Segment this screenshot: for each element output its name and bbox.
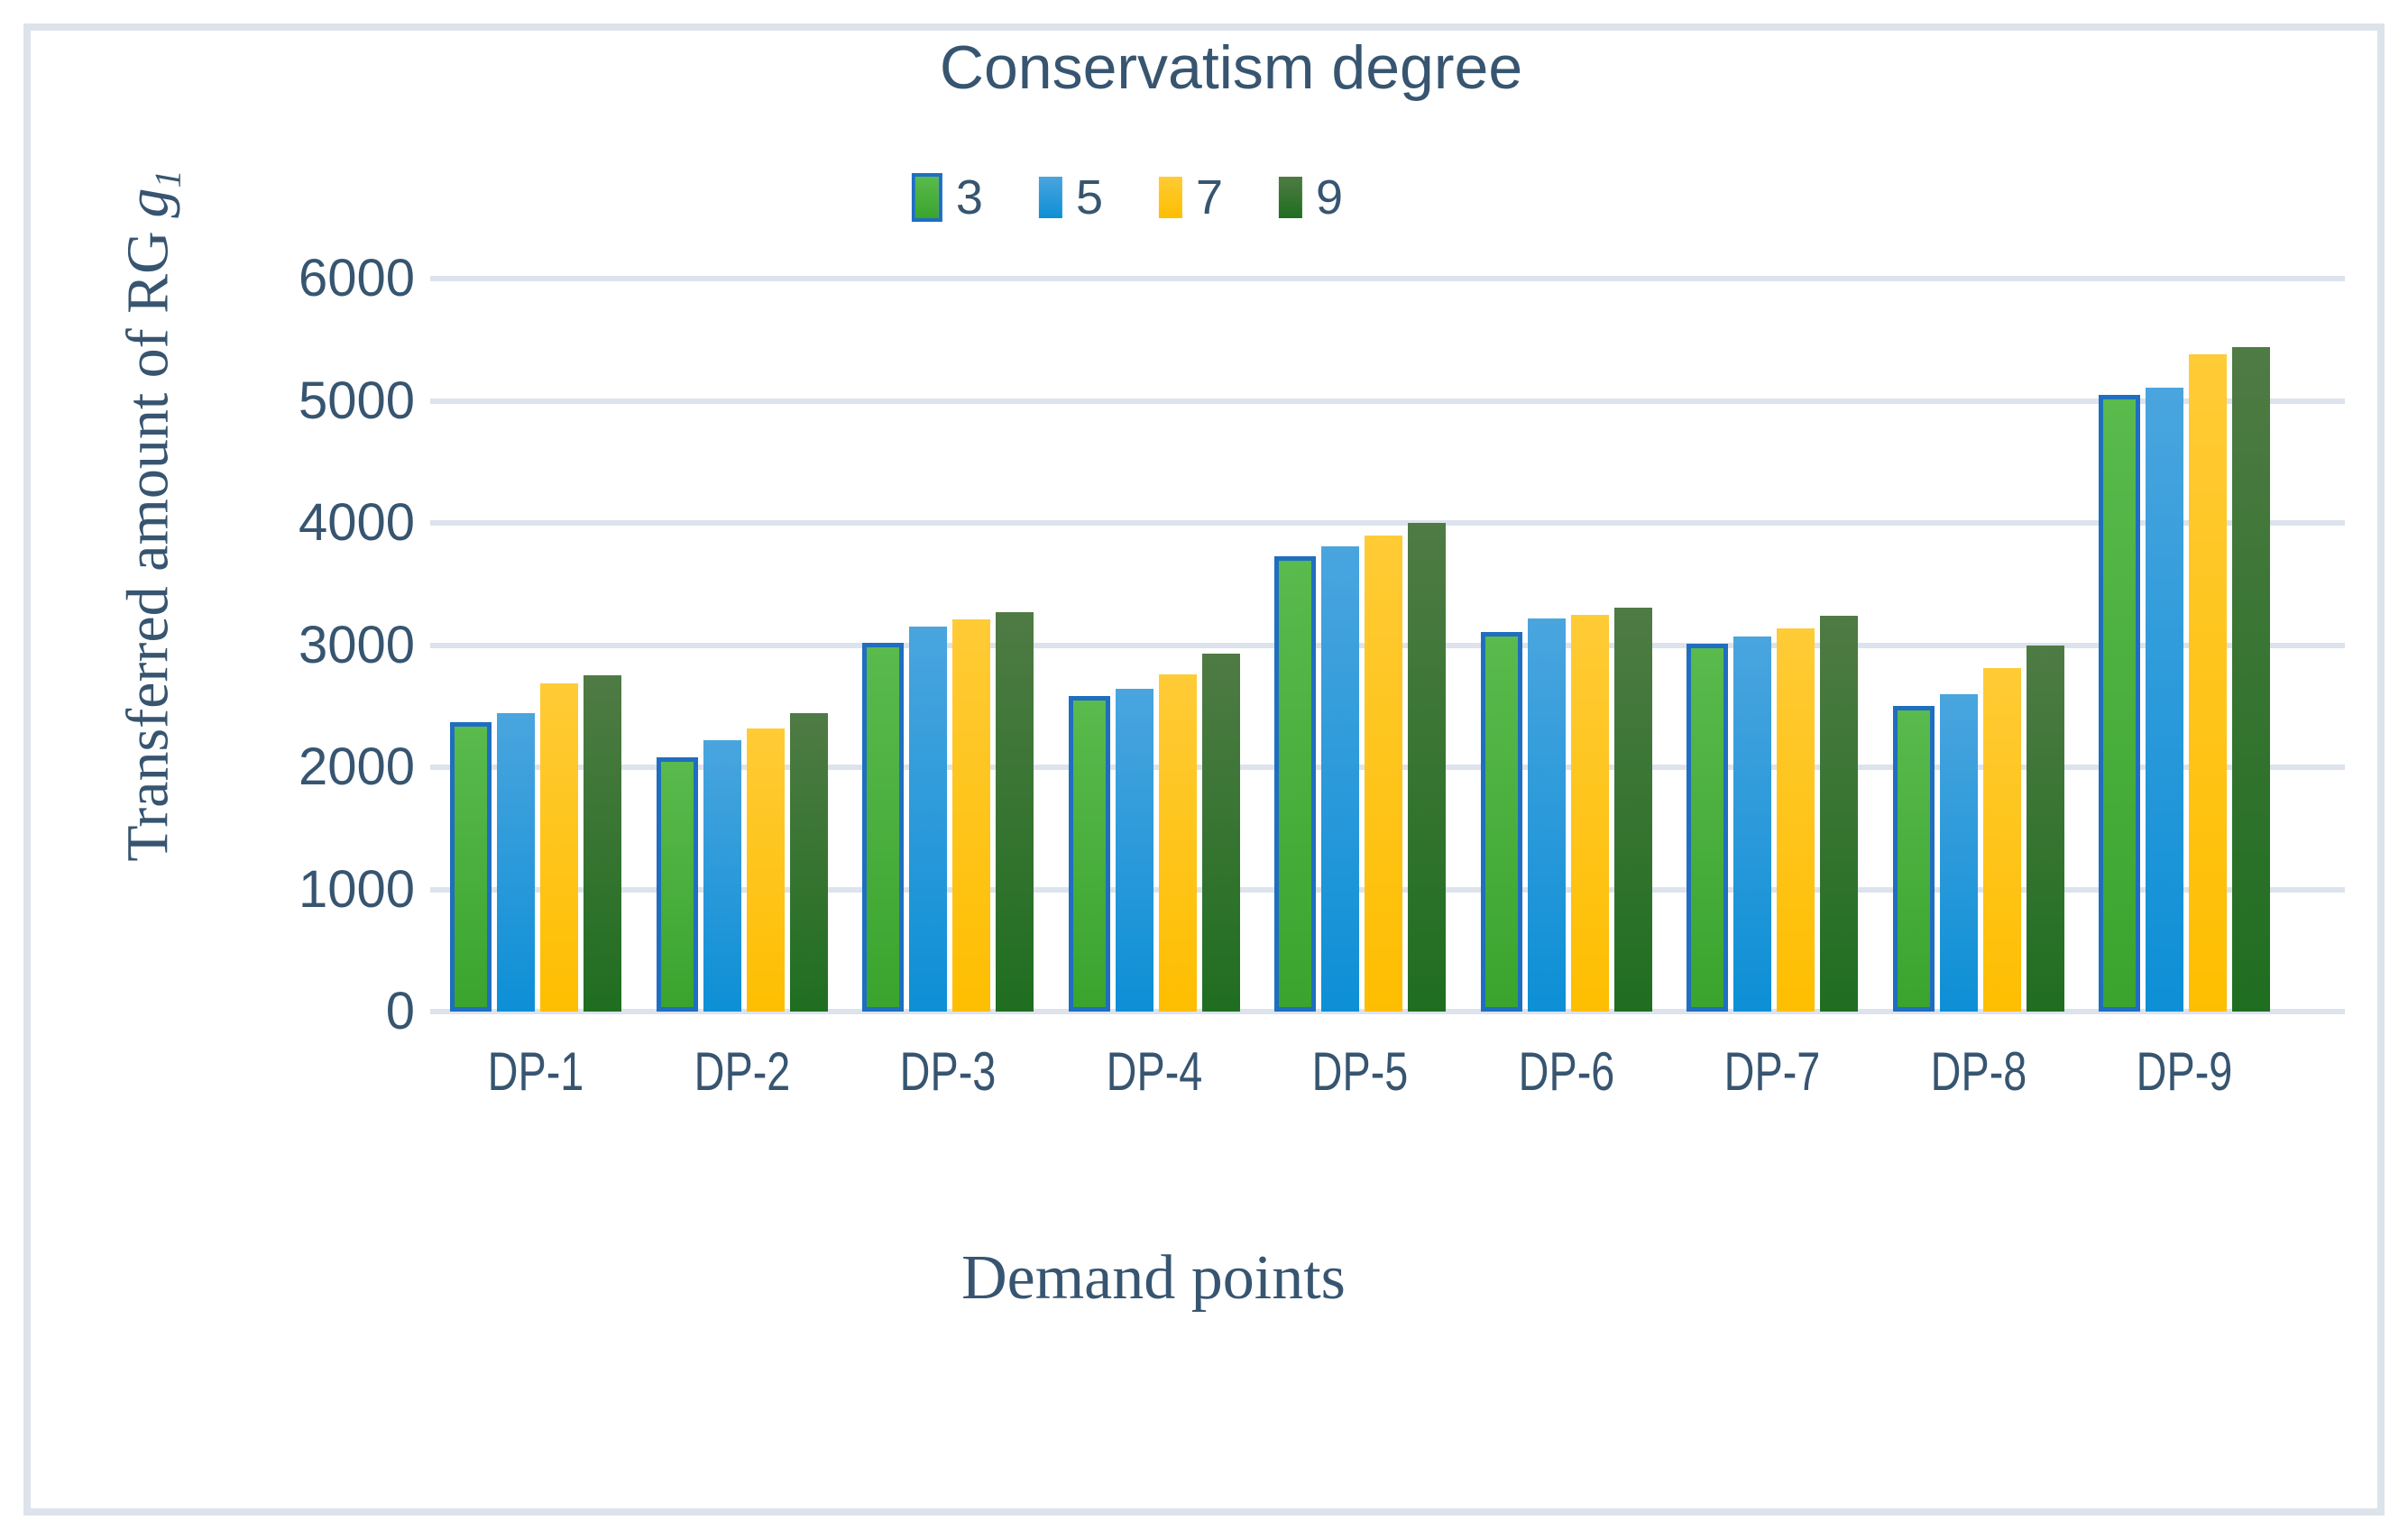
bar-DP-1-degree-7: [540, 682, 578, 1012]
bar-DP-8-degree-5: [1939, 693, 1978, 1012]
x-label-DP-9: DP-9: [2136, 1041, 2233, 1102]
bar-DP-9-degree-3: [2099, 394, 2140, 1012]
legend-item-9: 9: [1279, 169, 1343, 225]
legend-label-9: 9: [1316, 170, 1344, 224]
bar-DP-7-degree-5: [1733, 637, 1771, 1012]
bar-DP-3-degree-5: [909, 627, 947, 1012]
bar-group-DP-3: [862, 279, 1034, 1012]
x-axis-labels: DP-1 DP-2 DP-3 DP-4 DP-5 DP-6 DP-7 DP-8 DP-9: [430, 1039, 2345, 1111]
y-tick-6000: 6000: [298, 249, 415, 307]
bar-DP-2-degree-7: [746, 728, 785, 1012]
x-label-DP-1: DP-1: [487, 1041, 584, 1102]
bar-DP-6-degree-5: [1527, 618, 1566, 1012]
legend-swatch-icon-5: [1038, 177, 1062, 218]
legend-item-7: 7: [1159, 169, 1223, 225]
y-tick-3000: 3000: [298, 615, 415, 674]
chart-title: Conservatism degree: [939, 33, 1523, 102]
bar-DP-4-degree-5: [1115, 689, 1153, 1012]
bar-DP-7-degree-7: [1777, 628, 1815, 1012]
y-axis-ticks: 0 1000 2000 3000 4000 5000 6000: [135, 250, 415, 1040]
legend-label-5: 5: [1075, 170, 1103, 224]
x-label-DP-5: DP-5: [1311, 1041, 1409, 1102]
bar-DP-8-degree-7: [1982, 668, 2021, 1012]
bar-group-DP-1: [450, 279, 621, 1012]
gridline-4000: [430, 520, 2345, 526]
bar-DP-5-degree-9: [1408, 523, 1446, 1012]
bar-DP-5-degree-5: [1321, 545, 1359, 1012]
legend-item-3: 3: [911, 169, 983, 225]
bar-DP-8-degree-3: [1892, 706, 1935, 1012]
gridline-6000: [430, 276, 2345, 281]
x-label-DP-2: DP-2: [694, 1041, 790, 1102]
legend-swatch-icon-9: [1279, 177, 1303, 218]
bar-DP-9-degree-7: [2189, 354, 2227, 1012]
y-tick-5000: 5000: [298, 371, 415, 430]
x-label-DP-7: DP-7: [1723, 1041, 1821, 1102]
bar-DP-1-degree-5: [497, 713, 535, 1012]
bar-DP-7-degree-3: [1687, 644, 1728, 1012]
bar-DP-2-degree-5: [703, 740, 741, 1012]
legend-swatch-icon-7: [1159, 177, 1182, 218]
gridline-0: [430, 1009, 2345, 1014]
y-tick-1000: 1000: [298, 859, 415, 919]
gridline-5000: [430, 398, 2345, 404]
bar-group-DP-2: [656, 279, 828, 1012]
legend-label-7: 7: [1196, 170, 1224, 224]
bar-group-DP-4: [1068, 279, 1240, 1012]
bar-DP-3-degree-7: [952, 619, 990, 1012]
bar-group-DP-5: [1274, 279, 1446, 1012]
x-label-DP-6: DP-6: [1518, 1041, 1614, 1102]
chart-border: [23, 23, 2385, 1516]
bar-DP-1-degree-9: [584, 675, 621, 1012]
bar-DP-9-degree-5: [2146, 387, 2183, 1012]
legend-label-3: 3: [955, 170, 983, 224]
bar-DP-6-degree-7: [1570, 614, 1609, 1012]
bar-DP-2-degree-3: [656, 757, 698, 1012]
bar-DP-7-degree-9: [1820, 615, 1858, 1012]
bar-group-DP-8: [1892, 279, 2064, 1012]
bar-DP-9-degree-9: [2232, 346, 2270, 1012]
x-axis-title: Demand points: [961, 1243, 1346, 1313]
legend: 3 5 7 9: [911, 169, 1343, 225]
x-label-DP-3: DP-3: [899, 1041, 997, 1102]
bar-DP-5-degree-3: [1274, 555, 1316, 1012]
bar-DP-4-degree-9: [1201, 654, 1240, 1012]
bar-group-DP-7: [1687, 279, 1858, 1012]
y-tick-2000: 2000: [298, 737, 415, 796]
y-axis-title: Transferred amount of RG g1: [114, 169, 188, 862]
y-axis-title-variable: g1: [115, 169, 188, 218]
bar-DP-2-degree-9: [789, 713, 828, 1012]
bar-DP-6-degree-9: [1613, 607, 1652, 1012]
bar-DP-6-degree-3: [1480, 631, 1522, 1012]
y-axis-title-text: Transferred amount of RG: [115, 231, 181, 862]
bar-DP-1-degree-3: [450, 721, 492, 1012]
bar-DP-3-degree-3: [862, 642, 904, 1012]
legend-item-5: 5: [1038, 169, 1103, 225]
y-tick-0: 0: [385, 982, 415, 1040]
bar-group-DP-6: [1480, 279, 1652, 1012]
bar-DP-4-degree-3: [1068, 696, 1110, 1012]
x-label-DP-4: DP-4: [1106, 1041, 1202, 1102]
bar-DP-4-degree-7: [1158, 674, 1197, 1012]
plot-area: [430, 276, 2345, 1014]
y-tick-4000: 4000: [298, 493, 415, 552]
x-label-DP-8: DP-8: [1930, 1041, 2027, 1102]
bar-group-DP-9: [2099, 279, 2270, 1012]
bar-DP-5-degree-7: [1365, 535, 1402, 1012]
legend-swatch-icon-3: [911, 173, 942, 222]
bar-DP-8-degree-9: [2026, 645, 2064, 1012]
bar-DP-3-degree-9: [996, 611, 1034, 1012]
